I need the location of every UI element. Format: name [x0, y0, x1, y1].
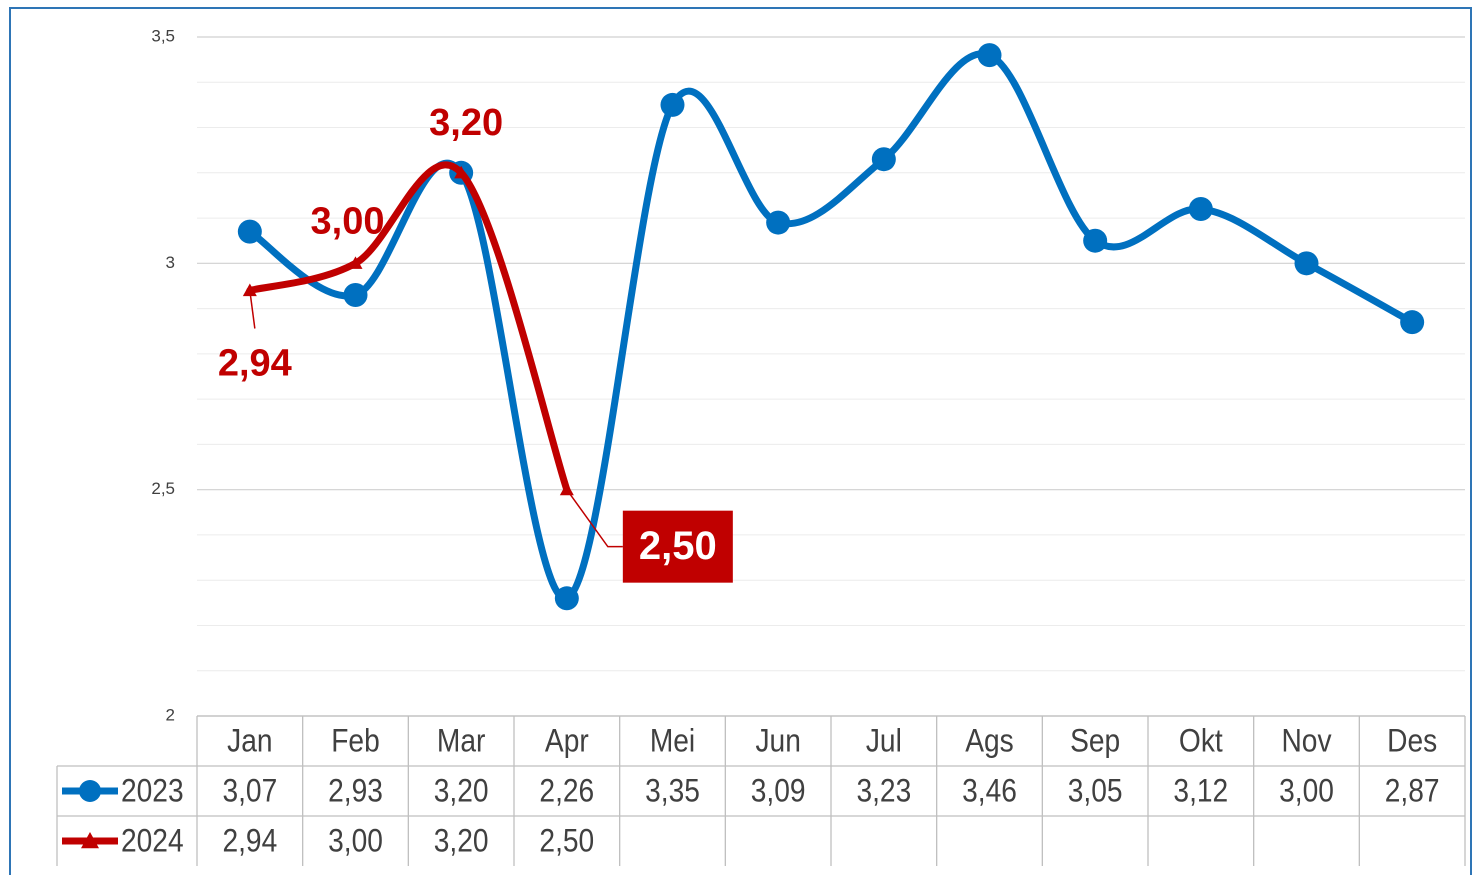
- marker: [1188, 197, 1213, 222]
- marker: [1400, 310, 1425, 335]
- table-cell: 3,09: [751, 774, 806, 809]
- table-cell: 3,20: [434, 774, 489, 809]
- marker: [81, 832, 99, 849]
- data-label: 3,00: [311, 200, 385, 242]
- y-tick-label: 2,5: [151, 479, 175, 498]
- legend-label: 2024: [121, 824, 184, 859]
- marker: [554, 586, 579, 611]
- x-tick-label: Mei: [650, 724, 695, 759]
- marker: [237, 219, 262, 244]
- x-tick-label: Sep: [1070, 724, 1120, 759]
- x-tick-label: Okt: [1179, 724, 1223, 759]
- table-cell: 3,00: [1279, 774, 1334, 809]
- marker: [1294, 251, 1319, 276]
- marker: [766, 210, 791, 235]
- table-cell: 3,12: [1173, 774, 1228, 809]
- marker: [79, 780, 101, 802]
- data-label-box: [622, 510, 733, 583]
- table-cell: 3,05: [1068, 774, 1123, 809]
- y-tick-label: 3: [166, 253, 175, 272]
- data-label: 2,94: [218, 343, 292, 385]
- x-tick-label: Nov: [1281, 724, 1331, 759]
- x-tick-label: Jan: [227, 724, 272, 759]
- table-cell: 3,23: [856, 774, 911, 809]
- table-cell: 3,35: [645, 774, 700, 809]
- table-cell: 3,00: [328, 824, 383, 859]
- x-tick-label: Jun: [755, 724, 800, 759]
- marker: [977, 43, 1002, 68]
- data-label: 3,20: [429, 102, 503, 144]
- marker: [348, 256, 363, 269]
- y-tick-label: 2: [166, 705, 175, 724]
- marker: [242, 283, 257, 297]
- legend-label: 2023: [121, 774, 184, 809]
- table-cell: 3,07: [222, 774, 277, 809]
- chart-frame: [9, 7, 1472, 875]
- x-tick-label: Ags: [965, 724, 1014, 759]
- leader-line: [566, 489, 623, 548]
- x-tick-label: Mar: [437, 724, 485, 759]
- table-cell: 3,20: [434, 824, 489, 859]
- marker: [559, 482, 574, 496]
- marker: [1083, 228, 1108, 253]
- table-cell: 2,26: [539, 774, 594, 809]
- x-tick-label: Des: [1387, 724, 1437, 759]
- marker: [343, 283, 368, 308]
- data-label: 2,50: [639, 524, 717, 568]
- table-cell: 2,94: [222, 824, 277, 859]
- x-tick-label: Jul: [866, 724, 902, 759]
- y-tick-label: 3,5: [151, 26, 175, 45]
- table-cell: 2,50: [539, 824, 594, 859]
- marker: [871, 147, 896, 172]
- marker: [660, 92, 685, 117]
- x-tick-label: Apr: [545, 724, 589, 759]
- x-tick-label: Feb: [331, 724, 380, 759]
- series-line: [246, 161, 571, 494]
- table-cell: 3,46: [962, 774, 1017, 809]
- marker: [454, 165, 469, 179]
- table-cell: 2,87: [1385, 774, 1440, 809]
- leader-line: [249, 290, 256, 329]
- table-cell: 2,93: [328, 774, 383, 809]
